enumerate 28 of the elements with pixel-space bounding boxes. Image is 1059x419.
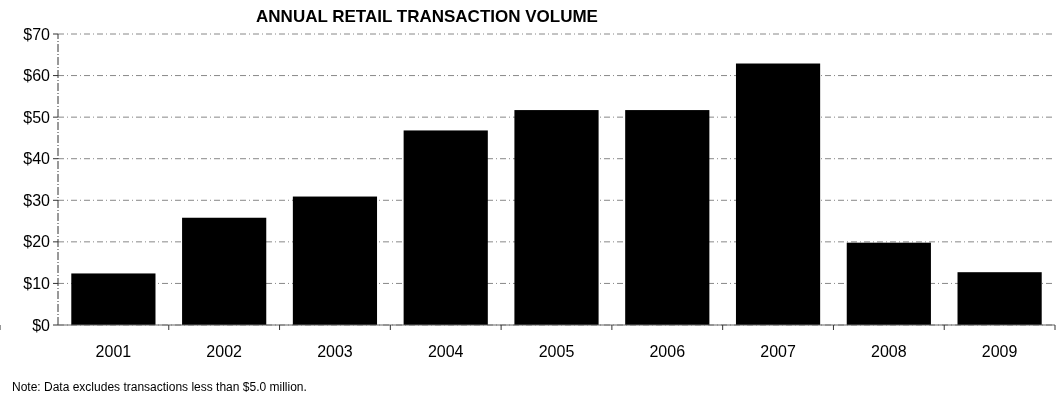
x-tick-label: 2003 <box>317 343 353 360</box>
x-tick-label: 2001 <box>95 343 132 360</box>
bar <box>625 110 710 325</box>
bar <box>957 272 1042 325</box>
bar <box>292 196 378 325</box>
bar <box>846 242 931 325</box>
y-tick-label: $20 <box>23 233 51 251</box>
bar <box>182 217 267 325</box>
text: Note: Data excludes transactions less than $5.0 million. <box>12 380 307 394</box>
y-tick-label: $30 <box>23 191 51 209</box>
x-tick-label: 2008 <box>871 343 907 360</box>
x-tick-label: 2009 <box>981 343 1018 360</box>
x-tick-label: 2005 <box>538 343 575 360</box>
y-tick-label: $40 <box>23 150 51 168</box>
x-tick-label: 2007 <box>760 343 796 360</box>
y-tick-label: $60 <box>23 67 51 85</box>
y-tick-label: $50 <box>23 108 51 126</box>
bar <box>735 63 821 325</box>
chart-title: ANNUAL RETAIL TRANSACTION VOLUME <box>256 7 598 26</box>
bar <box>514 110 599 325</box>
y-tick-label: $70 <box>23 25 51 43</box>
y-tick-label: $0 <box>32 316 51 334</box>
bar <box>71 273 156 325</box>
x-tick-label: 2006 <box>649 343 686 360</box>
bar <box>403 130 488 325</box>
x-tick-label: 2004 <box>427 343 464 360</box>
x-tick-label: 2002 <box>206 343 243 360</box>
y-tick-label: $10 <box>23 275 51 293</box>
